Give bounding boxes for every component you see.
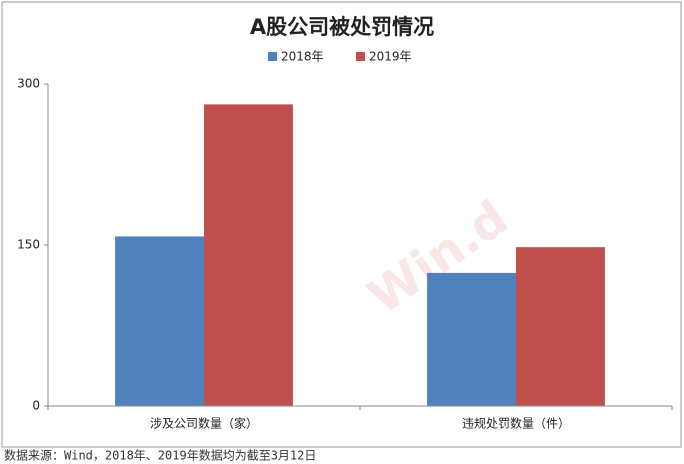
chart-frame: [1, 1, 682, 448]
x-tick-label: 违规处罚数量（件）: [462, 416, 570, 431]
legend-label: 2018年: [281, 50, 324, 64]
bar: [427, 272, 516, 406]
bar: [516, 247, 605, 406]
legend-label: 2019年: [369, 50, 412, 64]
y-tick-label: 0: [32, 399, 40, 413]
chart-title: A股公司被处罚情况: [250, 15, 434, 39]
x-tick-label: 涉及公司数量（家）: [150, 416, 258, 431]
bar: [115, 236, 204, 406]
bar: [204, 104, 293, 406]
source-note: 数据来源：Wind，2018年、2019年数据均为截至3月12日: [4, 448, 316, 463]
y-tick-label: 150: [17, 238, 40, 252]
legend-swatch: [268, 52, 277, 61]
y-tick-label: 300: [17, 77, 40, 91]
legend-swatch: [356, 52, 365, 61]
